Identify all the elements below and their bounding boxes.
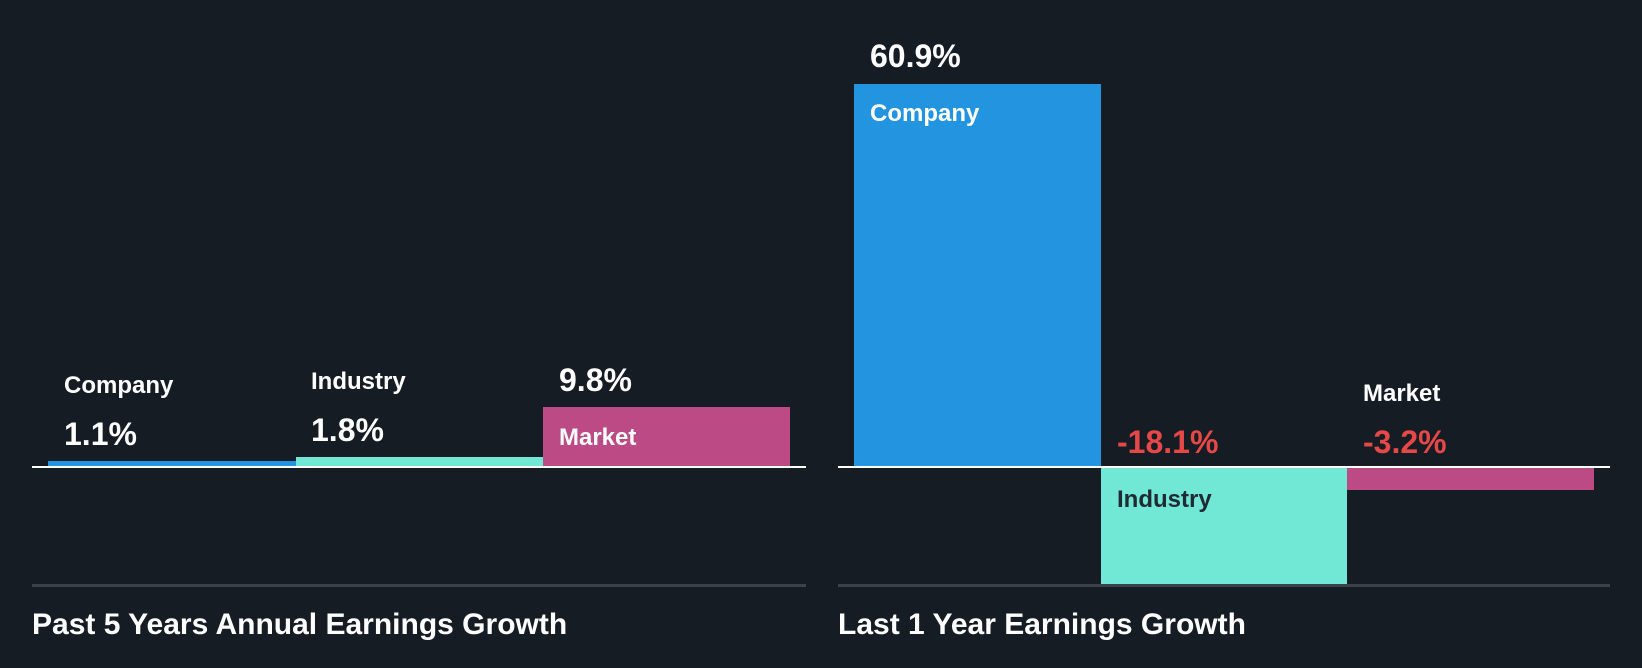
zero-line-5y — [32, 466, 806, 468]
bar-company-1y — [854, 84, 1101, 467]
value-company-1y: 60.9% — [870, 38, 961, 74]
label-industry-5y: Industry — [311, 368, 406, 395]
label-market-1y: Market — [1363, 380, 1441, 407]
label-market-5y: Market — [559, 424, 637, 451]
bar-company-5y — [48, 461, 296, 467]
label-company-1y: Company — [870, 100, 980, 127]
bar-industry-1y — [1101, 467, 1347, 584]
label-company-5y: Company — [64, 372, 174, 399]
value-industry-5y: 1.8% — [311, 412, 384, 448]
value-market-1y: -3.2% — [1363, 424, 1447, 460]
zero-line-1y — [838, 466, 1610, 468]
value-company-5y: 1.1% — [64, 416, 137, 452]
baseline-5y — [32, 584, 806, 587]
label-industry-1y: Industry — [1117, 486, 1212, 513]
value-market-5y: 9.8% — [559, 362, 632, 398]
baseline-1y — [838, 584, 1610, 587]
bar-market-1y — [1347, 467, 1594, 490]
chart-title-5y: Past 5 Years Annual Earnings Growth — [32, 608, 568, 641]
bar-industry-5y — [296, 457, 543, 467]
chart-title-1y: Last 1 Year Earnings Growth — [838, 608, 1246, 641]
value-industry-1y: -18.1% — [1117, 424, 1219, 460]
bar-market-5y — [543, 407, 790, 467]
